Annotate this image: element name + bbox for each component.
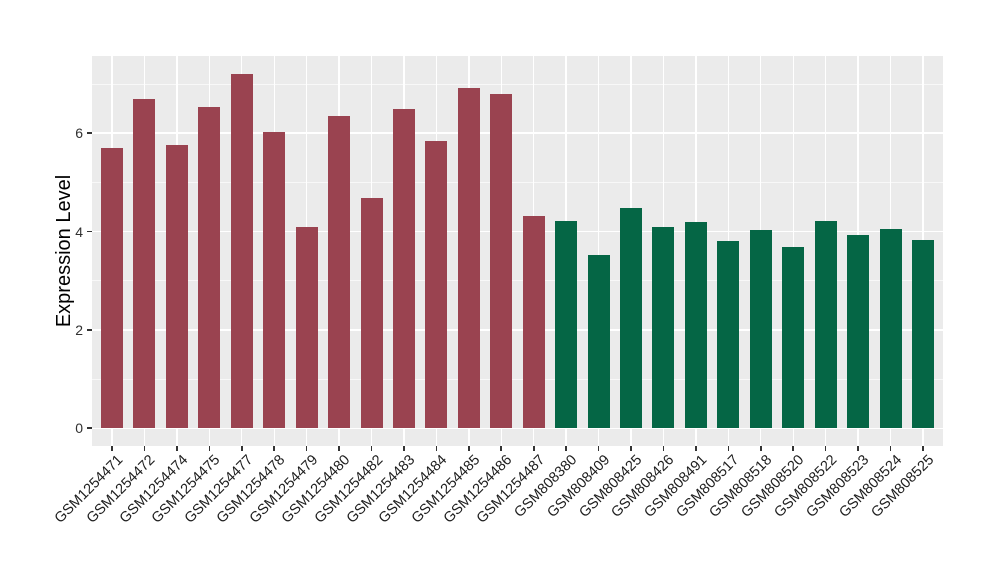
bar-GSM1254471	[101, 147, 123, 429]
bar-GSM1254477	[230, 73, 253, 429]
x-tick-mark-GSM808491	[695, 446, 697, 451]
bar-GSM1254479	[295, 227, 318, 429]
gridline-major-y-4	[92, 230, 943, 233]
x-tick-mark-GSM1254479	[305, 446, 308, 451]
bar-GSM1254487	[522, 215, 545, 429]
bar-GSM808426	[652, 227, 675, 429]
bar-GSM1254483	[392, 109, 415, 429]
bar-GSM808525	[912, 239, 934, 429]
x-tick-mark-GSM808525	[922, 446, 924, 451]
bar-GSM1254478	[263, 131, 286, 429]
x-tick-mark-GSM808523	[857, 446, 859, 451]
gridline-major-y-6	[92, 132, 943, 134]
x-tick-mark-GSM808517	[727, 446, 730, 451]
gridline-minor-y-1	[92, 378, 943, 380]
bar-GSM808520	[782, 246, 805, 429]
bar-GSM808524	[879, 229, 902, 429]
bar-GSM1254482	[360, 198, 383, 429]
bar-GSM1254486	[490, 93, 513, 429]
gridline-minor-y-3	[92, 280, 943, 282]
bar-GSM1254480	[328, 116, 351, 429]
x-tick-mark-GSM808518	[760, 446, 762, 451]
x-tick-mark-GSM1254487	[532, 446, 535, 451]
x-tick-mark-GSM808426	[662, 446, 665, 451]
gridline-minor-y-5	[92, 181, 943, 183]
x-tick-mark-GSM1254483	[403, 446, 405, 451]
x-tick-mark-GSM1254475	[208, 446, 211, 451]
bar-GSM1254472	[133, 98, 156, 429]
x-tick-mark-GSM808425	[630, 446, 632, 451]
gridline-x-GSM808409	[597, 56, 600, 446]
x-tick-mark-GSM1254471	[111, 446, 113, 451]
x-tick-mark-GSM808524	[889, 446, 892, 451]
x-tick-mark-GSM1254480	[338, 446, 340, 451]
bar-GSM1254485	[457, 87, 480, 429]
bar-GSM1254474	[165, 144, 188, 429]
x-tick-mark-GSM808380	[565, 446, 567, 451]
x-tick-mark-GSM1254472	[143, 446, 146, 451]
gridline-minor-y-7	[92, 83, 943, 85]
y-tick-mark-2	[87, 329, 92, 331]
x-tick-mark-GSM808522	[824, 446, 827, 451]
bar-GSM808491	[684, 221, 707, 429]
y-tick-label-2: 2	[75, 321, 83, 338]
gridline-major-y-0	[92, 427, 943, 430]
y-tick-label-0: 0	[75, 420, 83, 437]
bar-GSM808522	[814, 220, 837, 429]
bar-GSM808517	[717, 240, 740, 429]
bar-GSM808380	[555, 220, 578, 429]
x-tick-mark-GSM1254474	[176, 446, 178, 451]
x-tick-mark-GSM1254484	[435, 446, 438, 451]
bar-GSM808518	[749, 230, 772, 429]
gridline-major-y-2	[92, 329, 943, 331]
x-tick-mark-GSM808409	[597, 446, 600, 451]
y-axis-title: Expression Level	[53, 174, 75, 328]
x-tick-mark-GSM1254486	[500, 446, 503, 451]
plot-panel	[92, 56, 943, 446]
bar-GSM1254475	[198, 107, 221, 429]
x-tick-mark-GSM1254477	[240, 446, 243, 451]
x-tick-mark-GSM1254478	[273, 446, 275, 451]
y-tick-mark-4	[87, 230, 92, 233]
y-tick-label-6: 6	[75, 125, 83, 142]
bar-GSM808425	[620, 208, 643, 429]
y-tick-mark-0	[87, 427, 92, 430]
x-tick-mark-GSM1254482	[370, 446, 373, 451]
y-tick-label-4: 4	[75, 223, 83, 240]
bar-GSM808409	[587, 255, 610, 429]
x-tick-mark-GSM1254485	[468, 446, 470, 451]
bar-GSM808523	[847, 235, 870, 429]
bar-GSM1254484	[425, 140, 448, 429]
x-tick-mark-GSM808520	[792, 446, 795, 451]
y-tick-mark-6	[87, 132, 92, 134]
